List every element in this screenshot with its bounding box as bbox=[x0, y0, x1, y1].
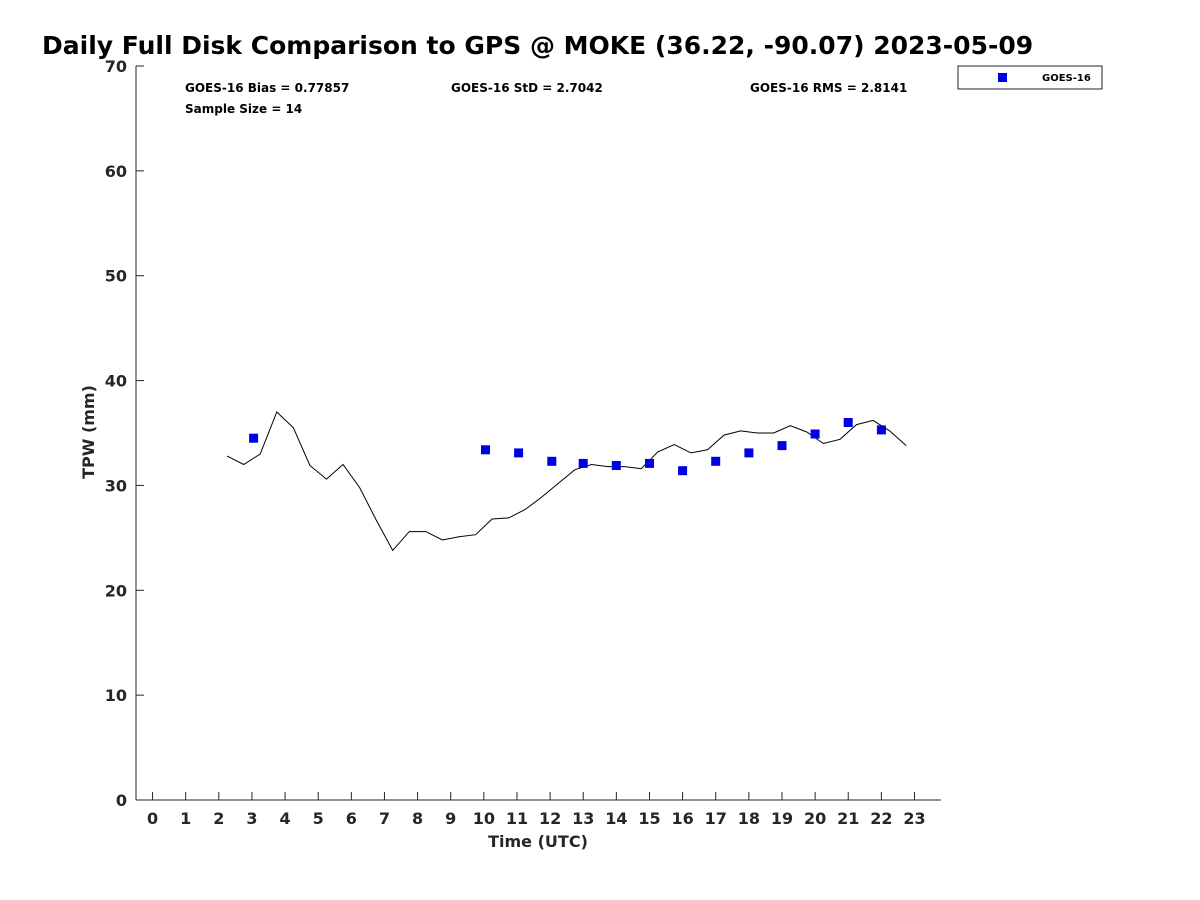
gps-tpw-line bbox=[226, 411, 907, 552]
goes16-point bbox=[514, 448, 524, 458]
x-axis-label: Time (UTC) bbox=[488, 832, 588, 851]
legend-marker bbox=[998, 73, 1007, 82]
goes16-point bbox=[678, 466, 688, 476]
y-axis-label: TPW (mm) bbox=[79, 385, 98, 479]
y-tick-label: 70 bbox=[105, 57, 127, 76]
chart-title: Daily Full Disk Comparison to GPS @ MOKE… bbox=[42, 31, 1033, 60]
y-tick-label: 40 bbox=[105, 372, 127, 391]
goes16-point bbox=[249, 433, 259, 443]
x-tick-label: 15 bbox=[638, 809, 660, 828]
x-tick-label: 3 bbox=[246, 809, 257, 828]
x-tick-label: 9 bbox=[445, 809, 456, 828]
x-tick-label: 12 bbox=[539, 809, 561, 828]
x-tick-label: 4 bbox=[280, 809, 291, 828]
y-tick-label: 10 bbox=[105, 686, 127, 705]
goes16-point bbox=[876, 425, 886, 435]
x-tick-label: 23 bbox=[903, 809, 925, 828]
x-tick-label: 1 bbox=[180, 809, 191, 828]
x-tick-label: 19 bbox=[771, 809, 793, 828]
y-tick-label: 30 bbox=[105, 476, 127, 495]
x-tick-label: 20 bbox=[804, 809, 826, 828]
goes16-point bbox=[611, 461, 621, 470]
y-tick-label: 20 bbox=[105, 581, 127, 600]
x-tick-label: 22 bbox=[870, 809, 892, 828]
rms-stat: GOES-16 RMS = 2.8141 bbox=[750, 81, 907, 95]
goes16-point bbox=[578, 458, 588, 468]
goes16-point bbox=[547, 456, 557, 466]
x-axis-ticks: 0 1 2 3 4 5 6 7 8 9 10 11 12 13 14 15 16 17 18 19 20 21 22 23 bbox=[147, 792, 926, 828]
x-tick-label: 18 bbox=[738, 809, 760, 828]
sample-size-stat: Sample Size = 14 bbox=[185, 102, 302, 116]
goes16-point bbox=[711, 456, 721, 466]
x-tick-label: 17 bbox=[705, 809, 727, 828]
gps-series-line bbox=[226, 411, 907, 552]
x-tick-label: 2 bbox=[213, 809, 224, 828]
goes16-series-markers bbox=[249, 418, 886, 476]
y-tick-label: 60 bbox=[105, 162, 127, 181]
x-tick-label: 21 bbox=[837, 809, 859, 828]
x-tick-label: 5 bbox=[313, 809, 324, 828]
legend: GOES-16 bbox=[957, 65, 1103, 90]
x-tick-label: 16 bbox=[671, 809, 693, 828]
x-tick-label: 11 bbox=[506, 809, 528, 828]
std-stat: GOES-16 StD = 2.7042 bbox=[451, 81, 603, 95]
x-tick-label: 13 bbox=[572, 809, 594, 828]
legend-label: GOES-16 bbox=[1042, 73, 1091, 84]
goes16-point bbox=[481, 445, 490, 455]
goes16-point bbox=[744, 448, 754, 458]
x-tick-label: 8 bbox=[412, 809, 423, 828]
x-tick-label: 0 bbox=[147, 809, 158, 828]
bias-stat: GOES-16 Bias = 0.77857 bbox=[185, 81, 349, 95]
x-tick-label: 7 bbox=[379, 809, 390, 828]
legend-box bbox=[957, 65, 1103, 90]
goes16-point bbox=[810, 429, 820, 439]
x-tick-label: 14 bbox=[605, 809, 627, 828]
x-tick-label: 10 bbox=[473, 809, 495, 828]
y-tick-label: 50 bbox=[105, 267, 127, 286]
y-tick-label: 0 bbox=[116, 791, 127, 810]
goes16-point bbox=[777, 441, 787, 451]
goes16-point bbox=[645, 458, 654, 468]
x-tick-label: 6 bbox=[346, 809, 357, 828]
y-axis-ticks: 0 10 20 30 40 50 60 70 bbox=[105, 57, 144, 810]
goes16-point bbox=[843, 418, 853, 427]
